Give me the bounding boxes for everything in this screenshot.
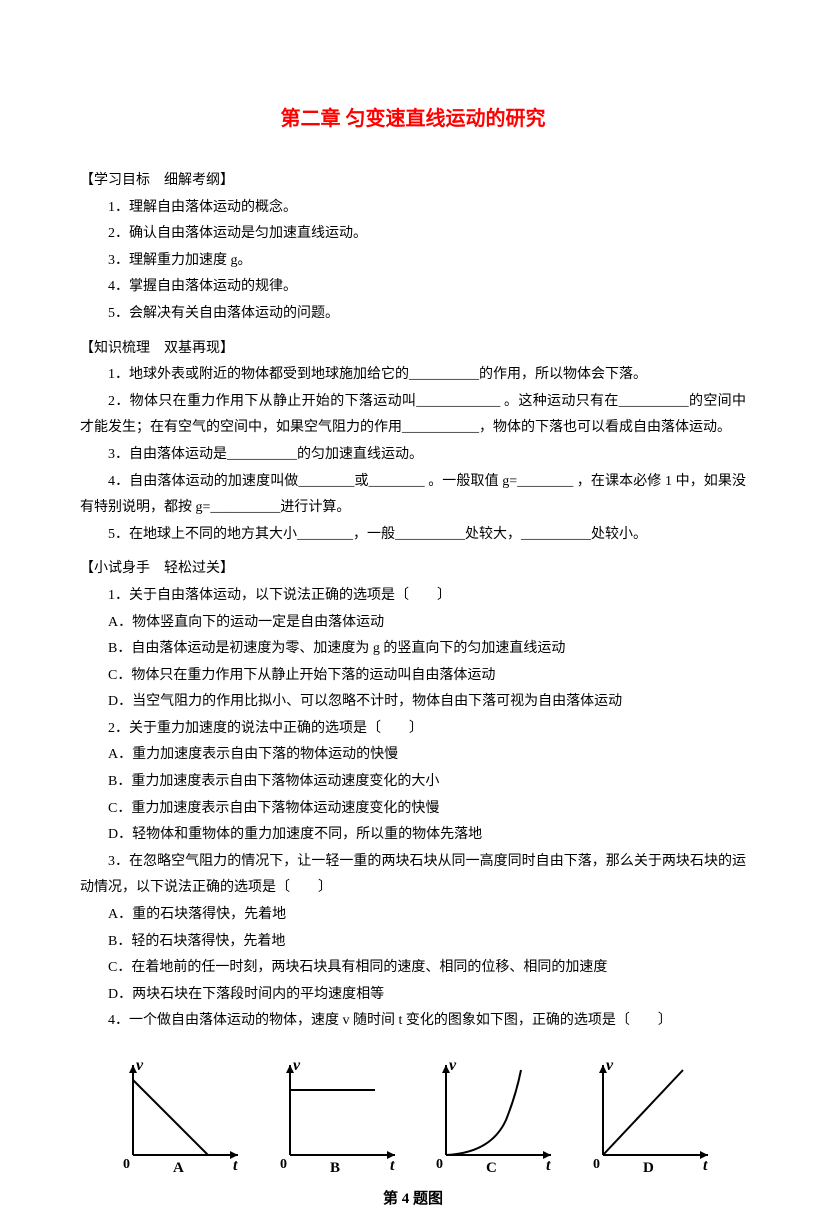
section1-item-3: 3．理解重力加速度 g。	[80, 248, 746, 275]
graph-c: v t 0 C	[421, 1055, 561, 1175]
section2-item-2: 2．物体只在重力作用下从静止开始的下落运动叫____________ 。这种运动…	[80, 389, 746, 442]
axis-0-label: 0	[436, 1157, 443, 1172]
axis-0-label: 0	[593, 1157, 600, 1172]
q4-stem: 4．一个做自由落体运动的物体，速度 v 随时间 t 变化的图象如下图，正确的选项…	[80, 1008, 746, 1035]
axis-v-label: v	[293, 1057, 301, 1074]
section2-item-5: 5．在地球上不同的地方其大小________，一般__________处较大，_…	[80, 522, 746, 549]
q2-option-c: C．重力加速度表示自由下落物体运动速度变化的快慢	[80, 796, 746, 823]
axis-t-label: t	[546, 1157, 551, 1174]
q3-option-d: D．两块石块在下落段时间内的平均速度相等	[80, 982, 746, 1009]
q1-stem: 1．关于自由落体运动，以下说法正确的选项是〔 〕	[80, 583, 746, 610]
graphs-container: v t 0 A v t 0 B v t 0 C	[80, 1055, 746, 1175]
q3-option-c: C．在着地前的任一时刻，两块石块具有相同的速度、相同的位移、相同的加速度	[80, 955, 746, 982]
graph-letter-d: D	[643, 1160, 654, 1175]
q1-option-b: B．自由落体运动是初速度为零、加速度为 g 的竖直向下的匀加速直线运动	[80, 636, 746, 663]
section1-item-5: 5．会解决有关自由落体运动的问题。	[80, 301, 746, 328]
section1-item-4: 4．掌握自由落体运动的规律。	[80, 274, 746, 301]
graph-b: v t 0 B	[265, 1055, 405, 1175]
graph-letter-a: A	[173, 1160, 184, 1175]
section2-header: 【知识梳理 双基再现】	[80, 336, 746, 363]
section1-item-2: 2．确认自由落体运动是匀加速直线运动。	[80, 221, 746, 248]
axis-v-label: v	[606, 1057, 614, 1074]
q2-stem: 2．关于重力加速度的说法中正确的选项是〔 〕	[80, 716, 746, 743]
q1-option-a: A．物体竖直向下的运动一定是自由落体运动	[80, 610, 746, 637]
q3-option-a: A．重的石块落得快，先着地	[80, 902, 746, 929]
graph-letter-c: C	[486, 1160, 497, 1175]
axis-v-label: v	[136, 1057, 144, 1074]
q3-stem: 3．在忽略空气阻力的情况下，让一轻一重的两块石块从同一高度同时自由下落，那么关于…	[80, 849, 746, 902]
axis-0-label: 0	[123, 1157, 130, 1172]
section1-item-1: 1．理解自由落体运动的概念。	[80, 195, 746, 222]
section2-item-1: 1．地球外表或附近的物体都受到地球施加给它的__________的作用，所以物体…	[80, 362, 746, 389]
q2-option-d: D．轻物体和重物体的重力加速度不同，所以重的物体先落地	[80, 822, 746, 849]
q2-option-b: B．重力加速度表示自由下落物体运动速度变化的大小	[80, 769, 746, 796]
q1-option-d: D．当空气阻力的作用比拟小、可以忽略不计时，物体自由下落可视为自由落体运动	[80, 689, 746, 716]
graph-caption: 第 4 题图	[80, 1185, 746, 1214]
axis-t-label: t	[703, 1157, 708, 1174]
q2-option-a: A．重力加速度表示自由下落的物体运动的快慢	[80, 742, 746, 769]
q3-option-b: B．轻的石块落得快，先着地	[80, 929, 746, 956]
section2-item-4: 4．自由落体运动的加速度叫做________或________ 。一般取值 g=…	[80, 469, 746, 522]
axis-v-label: v	[449, 1057, 457, 1074]
section2-item-3: 3．自由落体运动是__________的匀加速直线运动。	[80, 442, 746, 469]
axis-0-label: 0	[280, 1157, 287, 1172]
axis-t-label: t	[390, 1157, 395, 1174]
graph-a: v t 0 A	[108, 1055, 248, 1175]
graph-letter-b: B	[330, 1160, 340, 1175]
page-title: 第二章 匀变速直线运动的研究	[80, 100, 746, 138]
axis-t-label: t	[233, 1157, 238, 1174]
q1-option-c: C．物体只在重力作用下从静止开始下落的运动叫自由落体运动	[80, 663, 746, 690]
section3-header: 【小试身手 轻松过关】	[80, 556, 746, 583]
graph-d: v t 0 D	[578, 1055, 718, 1175]
section1-header: 【学习目标 细解考纲】	[80, 168, 746, 195]
